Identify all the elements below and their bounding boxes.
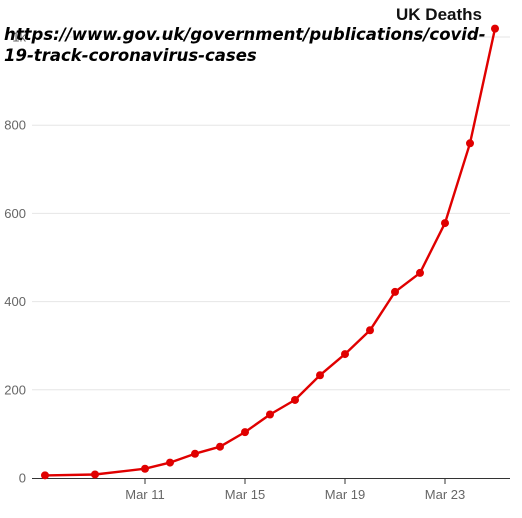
data-point: [391, 287, 399, 296]
axes: [32, 478, 510, 484]
data-point: [366, 326, 374, 335]
y-tick-label: 600: [4, 206, 26, 221]
series-line: [44, 28, 497, 477]
y-axis-tick-labels: 0 200 400 600 800 1k: [4, 30, 26, 486]
data-point: [91, 470, 99, 479]
x-tick-label: Mar 19: [325, 487, 365, 502]
y-tick-label: 1k: [12, 30, 26, 45]
data-point: [316, 371, 324, 380]
chart-title: UK Deaths: [396, 5, 482, 24]
y-tick-label: 400: [4, 294, 26, 309]
y-tick-label: 800: [4, 118, 26, 133]
y-tick-label: 200: [4, 382, 26, 397]
data-point: [416, 268, 424, 277]
data-point: [41, 471, 49, 480]
data-point: [341, 350, 349, 359]
data-point: [466, 139, 474, 148]
x-tick-label: Mar 23: [425, 487, 465, 502]
data-point: [216, 442, 224, 451]
series-points: [41, 24, 499, 480]
gridlines: [32, 36, 510, 391]
data-point: [141, 464, 149, 473]
source-annotation: https://www.gov.uk/government/publicatio…: [4, 25, 486, 65]
series-line-path: [44, 28, 497, 477]
data-point: [266, 410, 274, 419]
data-point: [441, 219, 449, 228]
x-tick-label: Mar 15: [225, 487, 265, 502]
data-point: [191, 449, 199, 458]
data-point: [166, 458, 174, 467]
data-point: [491, 24, 499, 33]
data-point: [291, 395, 299, 404]
y-tick-label: 0: [19, 471, 26, 486]
x-tick-label: Mar 11: [125, 487, 165, 502]
data-point: [241, 428, 249, 437]
